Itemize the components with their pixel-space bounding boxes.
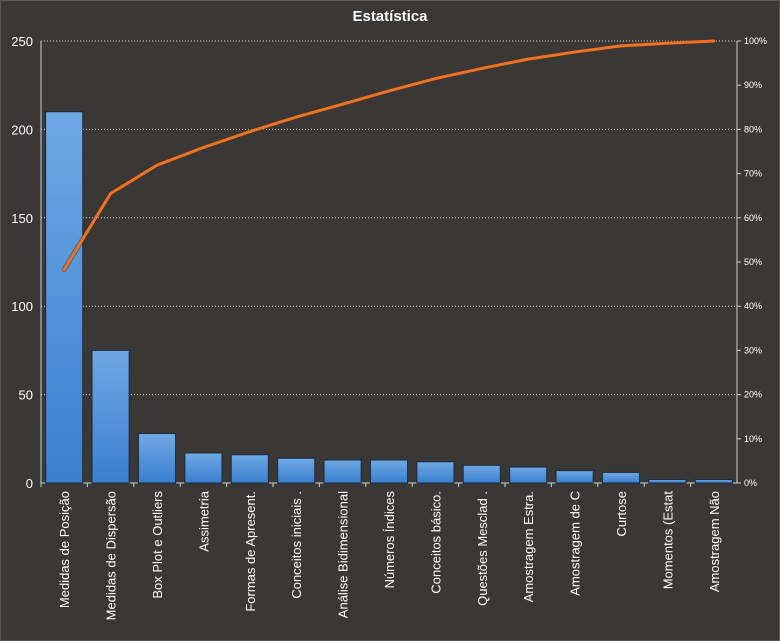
bar — [277, 457, 316, 484]
category-label: Amostragem de C — [568, 491, 583, 596]
y-tick-label: 200 — [11, 122, 33, 137]
category-label: Box Plot e Outliers — [150, 491, 165, 599]
bar — [648, 478, 687, 484]
line-point — [526, 57, 530, 61]
y2-tick-label: 20% — [744, 390, 762, 400]
y2-tick-label: 0% — [744, 478, 757, 488]
line-point — [341, 102, 345, 106]
y-tick-label: 100 — [11, 299, 33, 314]
y2-tick-label: 10% — [744, 434, 762, 444]
y2-tick-label: 100% — [744, 36, 767, 46]
line-point — [665, 41, 669, 45]
bar — [416, 461, 455, 484]
bar — [91, 349, 130, 484]
category-label: Medidas de Posição — [57, 491, 72, 608]
y-tick-label: 0 — [26, 476, 33, 491]
category-label: Medidas de Dispersão — [104, 491, 119, 620]
category-label: Análise Bidimensional — [336, 491, 351, 618]
category-label: Curtose — [614, 491, 629, 537]
axes — [40, 40, 741, 487]
line-point — [201, 146, 205, 150]
line-point — [573, 50, 577, 54]
bar — [555, 470, 594, 484]
line-point — [433, 77, 437, 81]
category-label: Amostragem Estra. — [521, 491, 536, 602]
y2-tick-label: 70% — [744, 169, 762, 179]
line-point — [248, 130, 252, 134]
y2-tick-label: 40% — [744, 301, 762, 311]
category-label: Assimetria — [196, 490, 211, 551]
category-label: Números Índices — [382, 491, 397, 589]
bar — [45, 111, 84, 484]
chart-title: Estatística — [352, 8, 428, 25]
y-tick-label: 250 — [11, 34, 33, 49]
category-label: Formas de Apresent. — [243, 491, 258, 612]
bars — [45, 111, 733, 484]
bar — [694, 478, 733, 484]
gridlines — [41, 40, 737, 396]
cumulative-line-shadow — [61, 38, 717, 273]
line-point — [480, 66, 484, 70]
bar — [137, 432, 177, 484]
bar — [509, 466, 548, 484]
category-label: Momentos (Estat — [660, 491, 675, 590]
bar — [462, 464, 501, 484]
line-point — [155, 163, 159, 167]
cumulative-line-path — [62, 39, 716, 272]
line-point — [712, 39, 716, 43]
line-point — [109, 191, 113, 195]
tick-labels: 0 50 100 150 200 250 0% 10% 20% 30% 40% 50% 60% 70% 80… — [11, 34, 767, 620]
line-point — [387, 89, 391, 93]
bar — [369, 459, 409, 484]
cumulative-line — [61, 38, 717, 273]
line-point — [294, 115, 298, 119]
y-tick-label: 150 — [11, 211, 33, 226]
y2-tick-label: 80% — [744, 124, 762, 134]
category-label: Amostragem Não — [707, 491, 722, 592]
y2-tick-label: 90% — [744, 80, 762, 90]
y-tick-label: 50 — [19, 388, 33, 403]
category-label: Conceitos iniciais . — [289, 491, 304, 599]
bar — [230, 454, 269, 484]
bar — [184, 452, 223, 484]
y2-tick-label: 60% — [744, 213, 762, 223]
y2-tick-label: 30% — [744, 345, 762, 355]
category-label: Questões Mesclad . — [475, 491, 490, 606]
line-point — [619, 44, 623, 48]
bar — [323, 459, 362, 484]
line-point — [62, 268, 66, 272]
category-label: Conceitos básico. — [428, 491, 443, 594]
bar — [601, 471, 641, 484]
y2-tick-label: 50% — [744, 257, 762, 267]
